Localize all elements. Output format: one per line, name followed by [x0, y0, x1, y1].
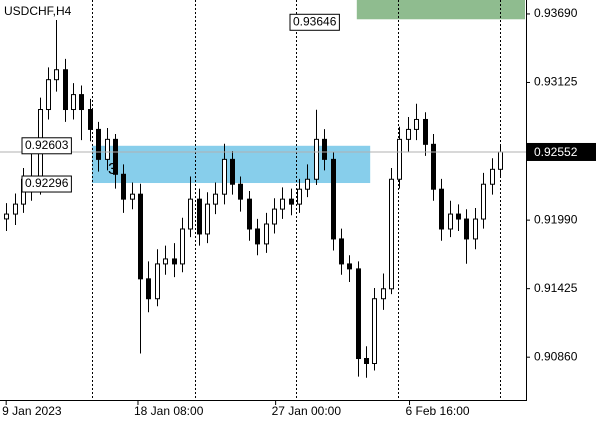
y-tick-label: 0.93690 — [534, 6, 578, 20]
candle-body — [188, 198, 193, 230]
candle-body — [448, 213, 453, 230]
candle-body — [180, 228, 185, 265]
candle-body — [481, 183, 486, 220]
x-tick-label: 18 Jan 08:00 — [134, 404, 204, 418]
zone-price-label: 0.92296 — [25, 176, 69, 190]
candle-body — [389, 178, 394, 290]
candle-body — [172, 258, 177, 265]
candle-body — [230, 158, 235, 185]
candle-body — [130, 193, 135, 200]
candle-body — [372, 298, 377, 364]
candle-body — [4, 213, 9, 220]
overlay: 0.92603 0.92296 0.93646 3 — [0, 13, 526, 193]
candle-body — [347, 263, 352, 270]
candle-body — [490, 168, 495, 185]
candle-body — [54, 69, 59, 81]
zone-price-box — [21, 137, 72, 155]
zone-price-label: 0.92603 — [25, 138, 69, 152]
candle-body — [305, 178, 310, 190]
candle-body — [280, 198, 285, 210]
candle-body — [146, 278, 151, 300]
zone-price-box — [21, 175, 72, 193]
candle-body — [13, 203, 18, 215]
candle-body — [163, 258, 168, 265]
candle-body — [414, 118, 419, 130]
candle-body — [272, 208, 277, 225]
candle-body — [205, 203, 210, 235]
current-price-box — [527, 142, 596, 161]
x-tick-label: 6 Feb 16:00 — [406, 404, 470, 418]
y-tick-label: 0.90860 — [534, 349, 578, 363]
candle-body — [439, 188, 444, 230]
candle-body — [138, 193, 143, 280]
candle-body — [431, 143, 436, 190]
candle-body — [364, 358, 369, 364]
candle-body — [456, 213, 461, 220]
candle-body — [381, 288, 386, 300]
candle-body — [105, 138, 110, 160]
x-tick-label: 27 Jan 00:00 — [272, 404, 342, 418]
candle-body — [79, 94, 84, 111]
candle-body — [213, 193, 218, 205]
annotation: 3 — [108, 161, 117, 178]
zone-price-label: 0.93646 — [293, 14, 337, 28]
candle-body — [121, 173, 126, 200]
candle-body — [339, 238, 344, 265]
candle-body — [356, 268, 361, 360]
candle-body — [113, 138, 118, 175]
zone — [356, 0, 525, 20]
candle-body — [331, 158, 336, 240]
candle-body — [498, 151, 503, 170]
candle-body — [314, 138, 319, 180]
candle-body — [46, 79, 51, 111]
y-tick-label: 0.91425 — [534, 281, 578, 295]
candle-body — [155, 263, 160, 300]
separators — [92, 0, 501, 400]
y-tick-label: 0.91990 — [534, 212, 578, 226]
candle-body — [88, 109, 93, 130]
zone-price-box — [289, 13, 340, 31]
candle-body — [197, 198, 202, 235]
candle-body — [247, 198, 252, 230]
candle-body — [71, 94, 76, 111]
candle-body — [289, 198, 294, 205]
x-tick-label: 9 Jan 2023 — [2, 404, 62, 418]
candle-body — [397, 138, 402, 180]
y-tick-label: 0.93125 — [534, 75, 578, 89]
chart-title: USDCHF,H4 — [4, 4, 72, 18]
candle-body — [423, 118, 428, 145]
candle-body — [464, 218, 469, 240]
candle-body — [473, 218, 478, 240]
candle-body — [406, 128, 411, 140]
candle-body — [322, 138, 327, 160]
candle-body — [264, 223, 269, 245]
current-price-label: 0.92552 — [534, 145, 578, 159]
candle-body — [297, 188, 302, 205]
candle-body — [238, 183, 243, 200]
candles — [4, 20, 503, 378]
candle-body — [222, 158, 227, 195]
candle-body — [63, 69, 68, 111]
candle-body — [255, 228, 260, 245]
candle-body — [96, 128, 101, 160]
